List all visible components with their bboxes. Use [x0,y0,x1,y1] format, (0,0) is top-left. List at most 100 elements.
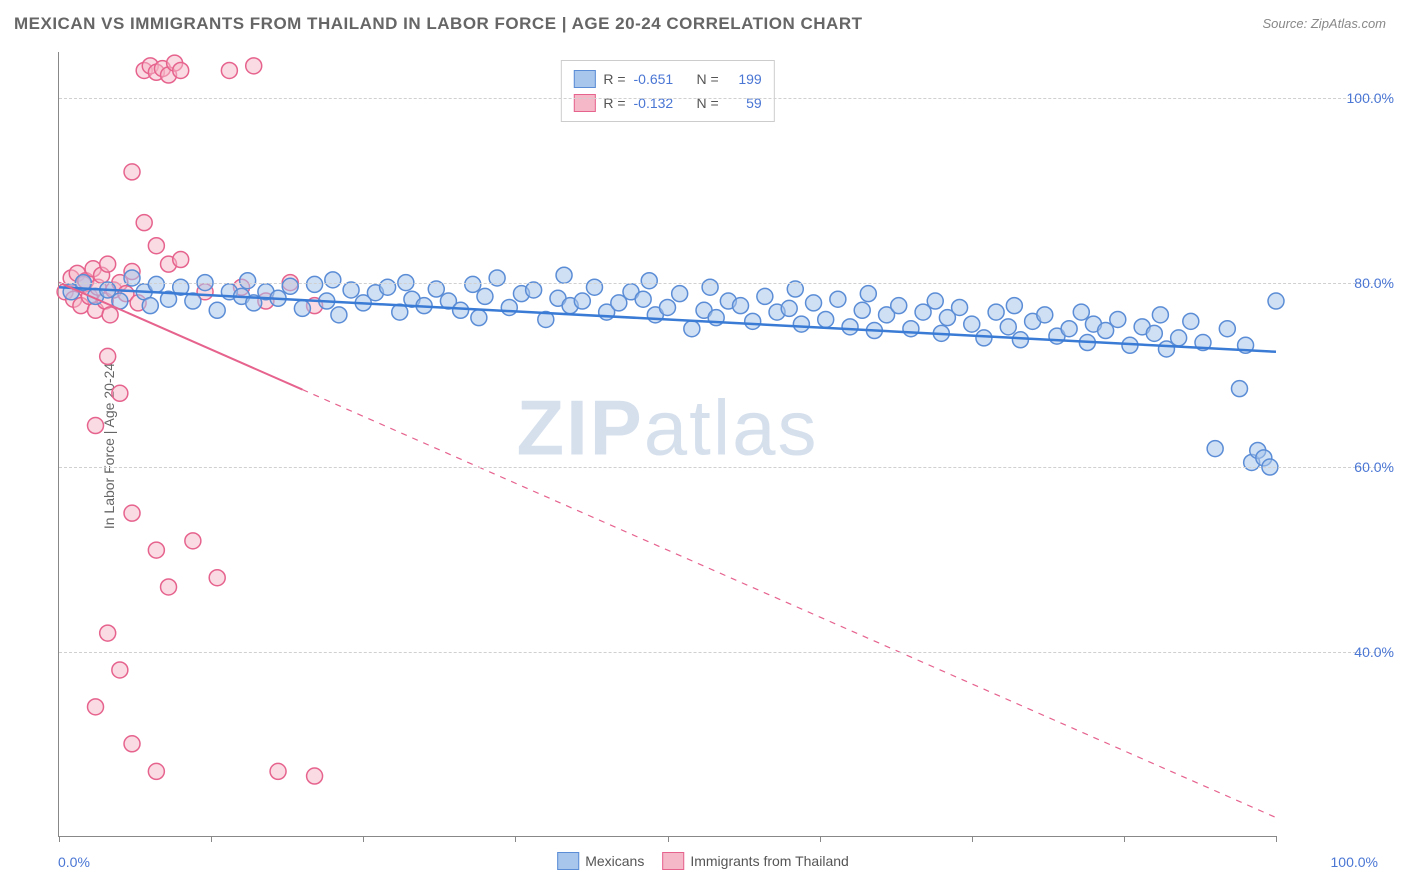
data-point [793,316,809,332]
data-point [270,763,286,779]
data-point [100,348,116,364]
data-point [1152,307,1168,323]
correlation-legend: R = -0.651 N = 199 R = -0.132 N = 59 [560,60,774,122]
data-point [142,298,158,314]
data-point [1207,441,1223,457]
data-point [465,276,481,292]
data-point [903,321,919,337]
data-point [842,319,858,335]
x-tick [1124,836,1125,842]
legend-r-label: R = [603,91,625,115]
scatter-svg [59,52,1276,836]
legend-n-label: N = [697,91,719,115]
x-axis-min-label: 0.0% [58,854,90,870]
data-point [173,252,189,268]
data-point [1110,311,1126,327]
data-point [818,311,834,327]
legend-swatch [662,852,684,870]
data-point [1000,319,1016,335]
data-point [660,299,676,315]
data-point [88,418,104,434]
chart-container: MEXICAN VS IMMIGRANTS FROM THAILAND IN L… [0,0,1406,892]
data-point [331,307,347,323]
legend-r-value: -0.132 [634,91,689,115]
data-point [1219,321,1235,337]
data-point [307,276,323,292]
data-point [221,62,237,78]
x-tick [820,836,821,842]
legend-swatch [573,70,595,88]
legend-n-label: N = [697,67,719,91]
data-point [976,330,992,346]
data-point [988,304,1004,320]
data-point [854,302,870,318]
data-point [1231,381,1247,397]
data-point [891,298,907,314]
data-point [112,385,128,401]
data-point [745,313,761,329]
legend-r-label: R = [603,67,625,91]
x-tick [59,836,60,842]
data-point [635,291,651,307]
data-point [556,267,572,283]
data-point [209,570,225,586]
data-point [501,299,517,315]
data-point [246,58,262,74]
data-point [471,310,487,326]
y-tick-label: 100.0% [1347,90,1394,106]
data-point [148,238,164,254]
data-point [294,300,310,316]
data-point [240,273,256,289]
grid-line [59,467,1391,468]
data-point [343,282,359,298]
data-point [325,272,341,288]
data-point [574,293,590,309]
data-point [100,256,116,272]
data-point [781,300,797,316]
data-point [100,625,116,641]
data-point [1006,298,1022,314]
data-point [185,533,201,549]
data-point [1171,330,1187,346]
data-point [209,302,225,318]
x-tick [1276,836,1277,842]
legend-n-value: 199 [727,67,762,91]
data-point [672,286,688,302]
x-axis-max-label: 100.0% [1331,854,1378,870]
data-point [1146,325,1162,341]
legend-item: Mexicans [557,852,644,870]
legend-r-value: -0.651 [634,67,689,91]
data-point [282,278,298,294]
x-tick [363,836,364,842]
chart-title: MEXICAN VS IMMIGRANTS FROM THAILAND IN L… [14,14,863,34]
legend-n-value: 59 [727,91,762,115]
data-point [964,316,980,332]
x-tick [668,836,669,842]
grid-line [59,283,1391,284]
data-point [88,699,104,715]
data-point [173,62,189,78]
legend-label: Mexicans [585,853,644,869]
data-point [148,763,164,779]
legend-label: Immigrants from Thailand [690,853,848,869]
plot-area: ZIPatlas R = -0.651 N = 199 R = -0.132 N… [58,52,1276,837]
data-point [112,662,128,678]
data-point [307,768,323,784]
data-point [733,298,749,314]
chart-source: Source: ZipAtlas.com [1262,16,1386,31]
data-point [1183,313,1199,329]
data-point [477,288,493,304]
x-tick [211,836,212,842]
data-point [148,276,164,292]
data-point [1061,321,1077,337]
data-point [1037,307,1053,323]
data-point [102,307,118,323]
y-tick-label: 40.0% [1354,644,1394,660]
data-point [1012,332,1028,348]
data-point [806,295,822,311]
data-point [927,293,943,309]
legend-row: R = -0.651 N = 199 [573,67,761,91]
data-point [1268,293,1284,309]
data-point [526,282,542,298]
grid-line [59,98,1391,99]
